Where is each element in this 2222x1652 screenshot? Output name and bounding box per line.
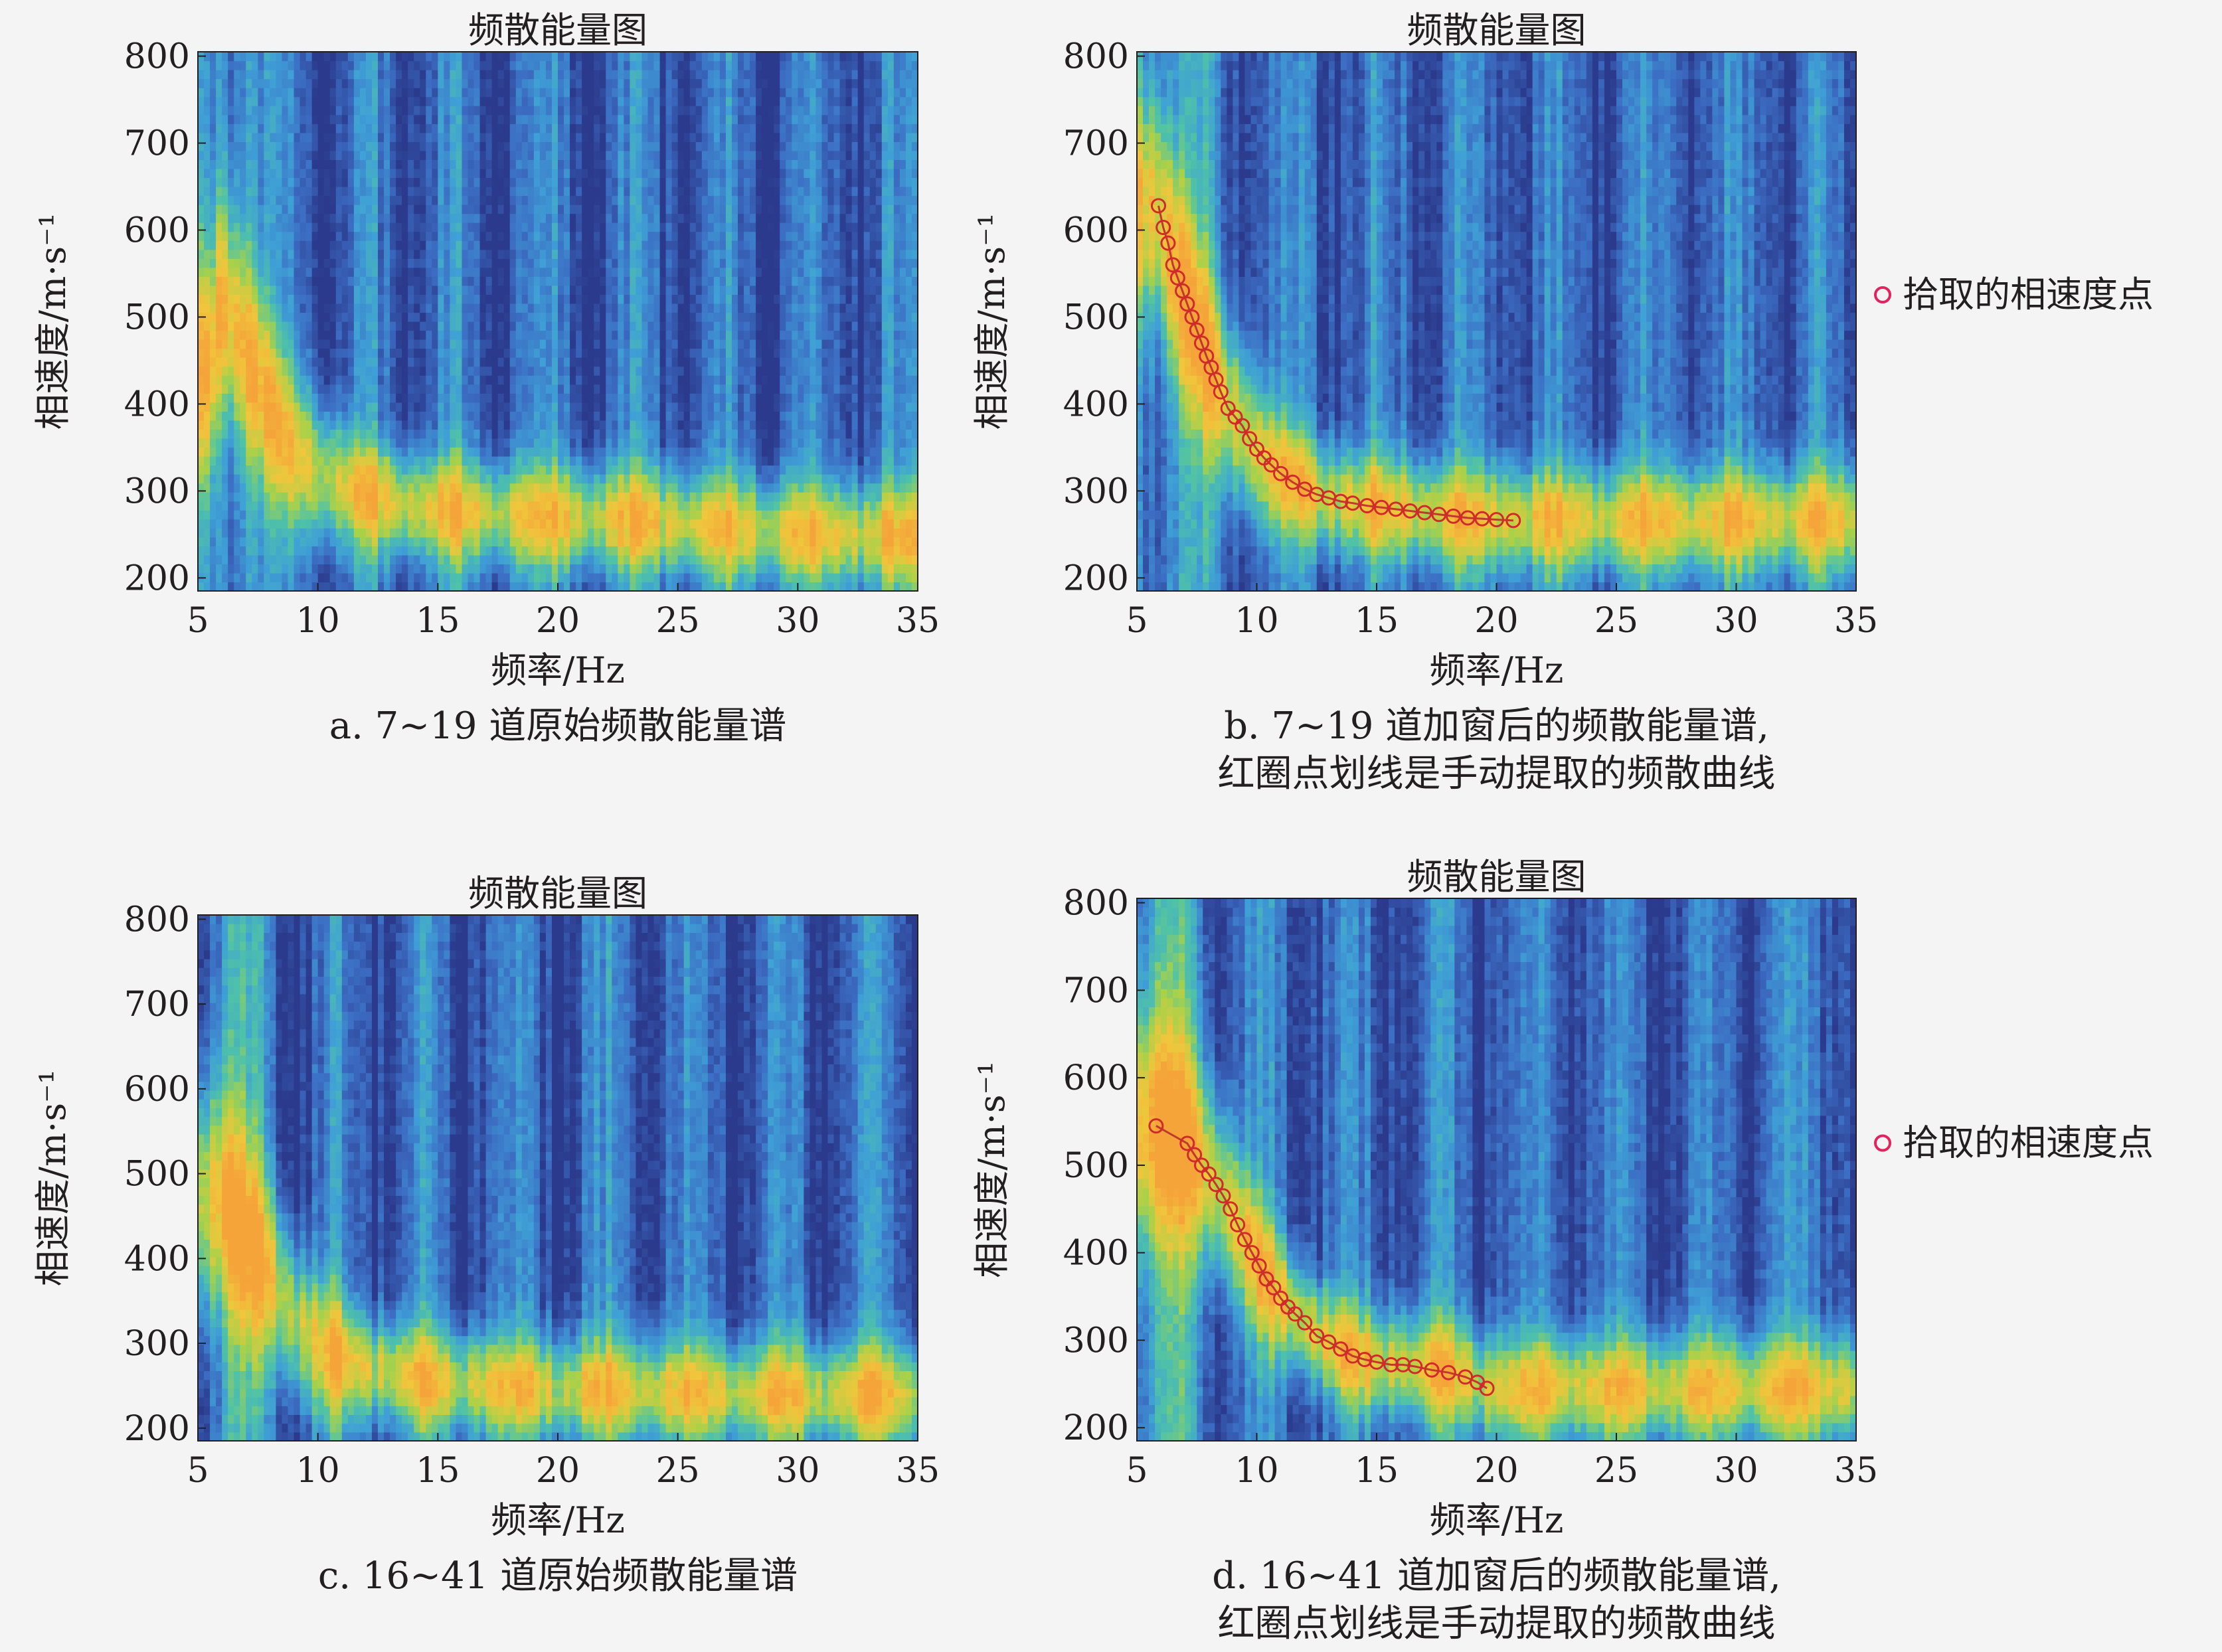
y-tick-label: 300 xyxy=(1063,1321,1129,1361)
dispersion-energy-heatmap xyxy=(1137,52,1857,592)
x-tick-label: 15 xyxy=(1355,1451,1399,1491)
x-tick-label: 5 xyxy=(1126,1451,1148,1491)
x-tick-label: 20 xyxy=(536,1451,580,1491)
dispersion-energy-heatmap xyxy=(1137,898,1857,1442)
x-tick-label: 15 xyxy=(416,1451,460,1491)
x-tick-label: 20 xyxy=(1474,1451,1518,1491)
y-tick-label: 800 xyxy=(1063,884,1129,924)
y-tick-label: 800 xyxy=(124,37,190,77)
dispersion-energy-heatmap xyxy=(198,915,918,1442)
chart-title: 频散能量图 xyxy=(1407,856,1586,898)
x-axis-label: 频率/Hz xyxy=(491,1499,625,1541)
y-tick-label: 700 xyxy=(1063,124,1129,164)
y-tick-label: 700 xyxy=(124,124,190,164)
x-tick-label: 15 xyxy=(416,601,460,641)
y-tick-label: 200 xyxy=(124,558,190,598)
panel-caption: c. 16~41 道原始频散能量谱 xyxy=(318,1554,798,1598)
y-tick-label: 200 xyxy=(124,1409,190,1449)
y-tick-label: 200 xyxy=(1063,1408,1129,1448)
x-tick-label: 5 xyxy=(187,1451,209,1491)
panel-caption: 红圈点划线是手动提取的频散曲线 xyxy=(1218,1602,1776,1645)
x-axis-label: 频率/Hz xyxy=(491,649,625,691)
panel-a: 频散能量图 5 10 15 20 25 30 35 200 300 400 500 600 700 800 频… xyxy=(32,9,940,748)
x-tick-label: 35 xyxy=(1834,601,1878,641)
x-tick-label: 20 xyxy=(536,601,580,641)
x-tick-label: 25 xyxy=(656,1451,700,1491)
panel-caption: b. 7~19 道加窗后的频散能量谱, xyxy=(1224,704,1769,748)
y-tick-label: 500 xyxy=(1063,1146,1129,1186)
x-tick-label: 30 xyxy=(776,601,819,641)
panel-d: 频散能量图 5 10 15 20 25 30 35 200 300 400 500 600 700 800 频… xyxy=(971,856,2154,1645)
y-axis-label: 相速度/m·s⁻¹ xyxy=(32,213,74,430)
y-tick-label: 400 xyxy=(124,1239,190,1279)
legend-marker xyxy=(1875,1136,1890,1151)
y-axis-label: 相速度/m·s⁻¹ xyxy=(971,213,1013,430)
y-tick-label: 700 xyxy=(124,985,190,1025)
legend-label: 拾取的相速度点 xyxy=(1903,274,2154,315)
y-tick-label: 700 xyxy=(1063,971,1129,1011)
x-tick-label: 10 xyxy=(296,601,340,641)
x-tick-label: 10 xyxy=(1235,601,1278,641)
chart-title: 频散能量图 xyxy=(468,872,647,914)
x-axis-label: 频率/Hz xyxy=(1430,649,1564,691)
y-tick-label: 400 xyxy=(124,384,190,424)
y-tick-label: 600 xyxy=(124,1070,190,1110)
chart-title: 频散能量图 xyxy=(1407,9,1586,51)
y-tick-label: 800 xyxy=(124,900,190,940)
x-tick-label: 10 xyxy=(296,1451,340,1491)
chart-title: 频散能量图 xyxy=(468,9,647,51)
x-tick-label: 20 xyxy=(1474,601,1518,641)
x-tick-label: 5 xyxy=(1126,601,1148,641)
y-tick-label: 300 xyxy=(1063,471,1129,511)
legend-label: 拾取的相速度点 xyxy=(1903,1122,2154,1164)
panel-caption: d. 16~41 道加窗后的频散能量谱, xyxy=(1212,1554,1781,1598)
y-tick-label: 500 xyxy=(124,1155,190,1195)
dispersion-energy-heatmap xyxy=(198,52,918,592)
x-tick-label: 35 xyxy=(896,1451,940,1491)
panel-c: 频散能量图 5 10 15 20 25 30 35 200 300 400 500 600 700 800 频… xyxy=(32,872,940,1598)
y-axis-label: 相速度/m·s⁻¹ xyxy=(971,1061,1013,1278)
legend-marker xyxy=(1875,288,1890,302)
x-tick-label: 10 xyxy=(1235,1451,1278,1491)
y-tick-label: 600 xyxy=(1063,1058,1129,1098)
x-tick-label: 15 xyxy=(1355,601,1399,641)
y-tick-label: 500 xyxy=(1063,297,1129,337)
x-tick-label: 5 xyxy=(187,601,209,641)
y-tick-label: 400 xyxy=(1063,1234,1129,1274)
y-tick-label: 300 xyxy=(124,1324,190,1364)
x-tick-label: 35 xyxy=(1834,1451,1878,1491)
x-tick-label: 25 xyxy=(656,601,700,641)
panel-caption: 红圈点划线是手动提取的频散曲线 xyxy=(1218,752,1776,795)
x-tick-label: 25 xyxy=(1594,1451,1638,1491)
y-tick-label: 500 xyxy=(124,297,190,337)
x-tick-label: 30 xyxy=(776,1451,819,1491)
x-tick-label: 25 xyxy=(1594,601,1638,641)
panel-caption: a. 7~19 道原始频散能量谱 xyxy=(329,704,787,748)
y-axis-label: 相速度/m·s⁻¹ xyxy=(32,1070,74,1286)
x-tick-label: 30 xyxy=(1714,1451,1758,1491)
y-tick-label: 400 xyxy=(1063,384,1129,424)
y-tick-label: 600 xyxy=(124,210,190,250)
x-axis-label: 频率/Hz xyxy=(1430,1499,1564,1541)
panel-b: 频散能量图 5 10 15 20 25 30 35 200 300 400 500 600 700 800 频… xyxy=(971,9,2154,795)
y-tick-label: 200 xyxy=(1063,558,1129,598)
y-tick-label: 800 xyxy=(1063,37,1129,77)
y-tick-label: 300 xyxy=(124,471,190,511)
y-tick-label: 600 xyxy=(1063,210,1129,250)
x-tick-label: 35 xyxy=(896,601,940,641)
x-tick-label: 30 xyxy=(1714,601,1758,641)
